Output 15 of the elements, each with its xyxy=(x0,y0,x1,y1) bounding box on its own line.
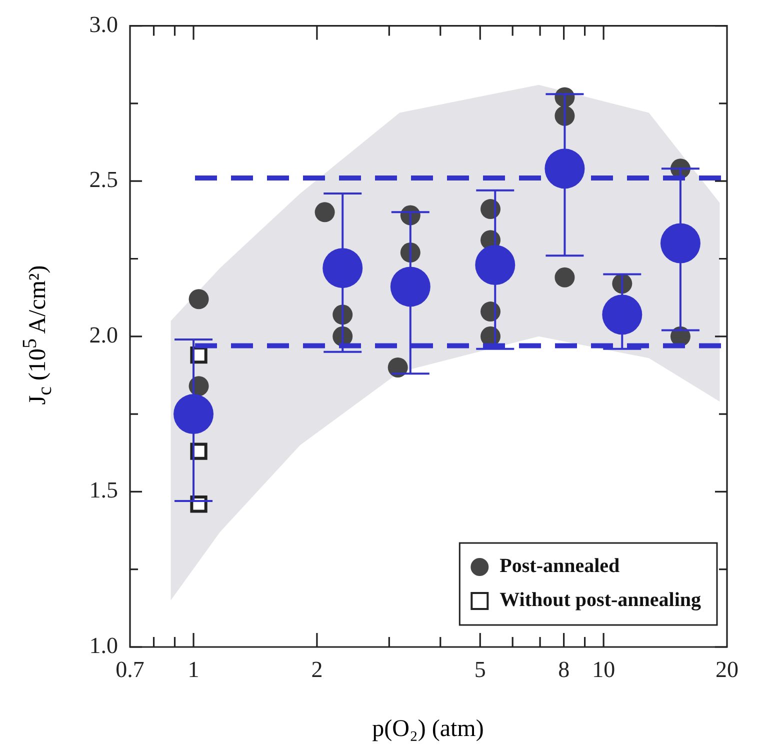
x-tick-label: 1 xyxy=(188,656,200,682)
y-tick-label: 1.0 xyxy=(89,633,118,658)
x-tick-label: 0.7 xyxy=(116,656,144,682)
y-tick-label: 2.5 xyxy=(89,167,118,192)
legend-label: Post-annealed xyxy=(500,555,620,578)
y-tick-label: 1.5 xyxy=(89,478,118,503)
y-tick-label: 3.0 xyxy=(89,12,118,37)
x-tick-label: 10 xyxy=(592,656,616,682)
x-tick-label: 2 xyxy=(311,656,323,682)
x-tick-label: 5 xyxy=(474,656,486,682)
x-tick-label: 20 xyxy=(716,656,738,682)
x-axis-title: p(O₂) (atm) xyxy=(372,716,484,743)
y-tick-label: 2.0 xyxy=(89,322,118,348)
x-tick-label: 8 xyxy=(558,656,570,682)
legend-label: Without post-annealing xyxy=(500,589,702,612)
